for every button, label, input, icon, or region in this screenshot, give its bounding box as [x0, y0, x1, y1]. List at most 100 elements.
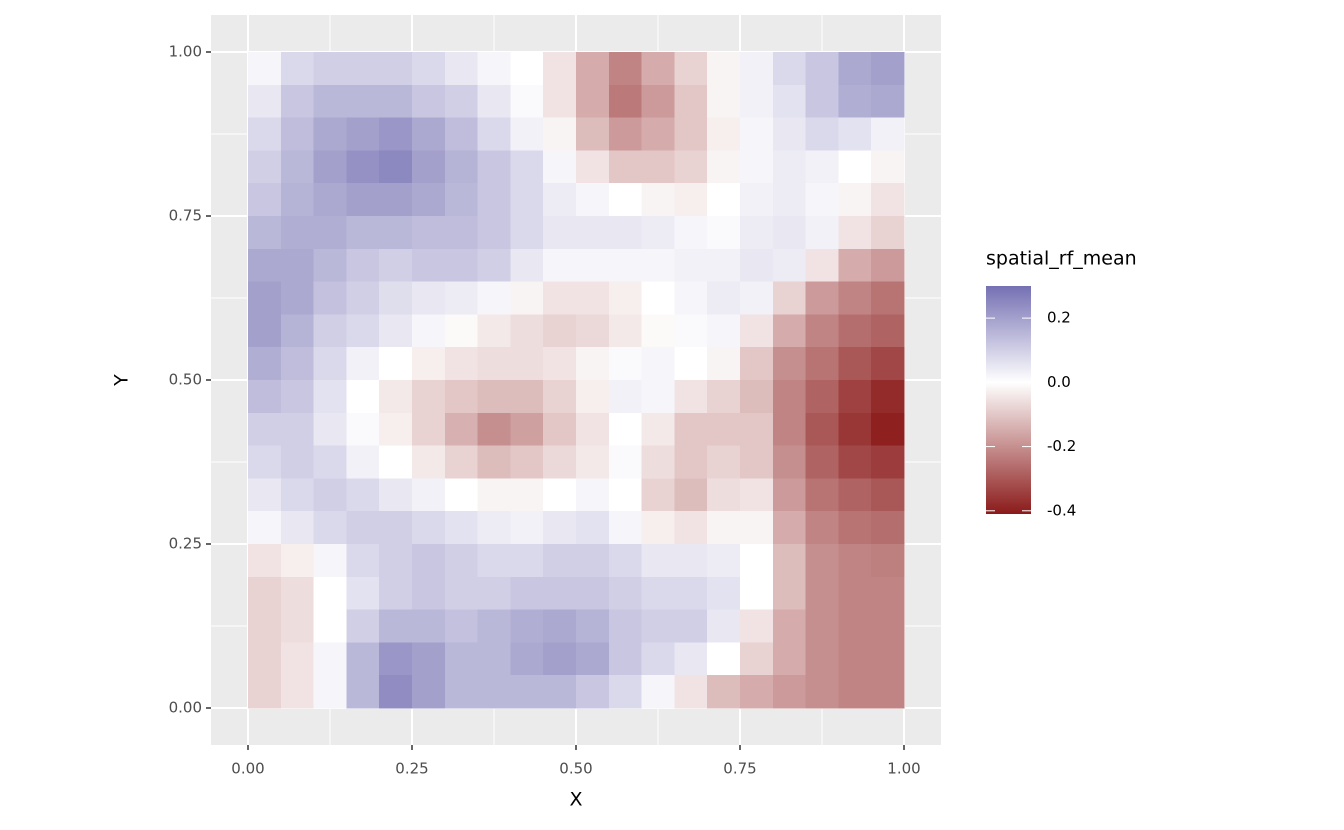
heatmap-cell [772, 84, 807, 119]
heatmap-cell [313, 150, 347, 184]
heatmap-cell [871, 445, 905, 480]
heatmap-cell [444, 675, 479, 709]
heatmap-cell [477, 412, 511, 447]
heatmap-cell [510, 511, 544, 545]
heatmap-cell [772, 609, 807, 644]
heatmap-cell [871, 609, 905, 644]
heatmap-cell [576, 478, 610, 512]
heatmap-cell [477, 314, 511, 348]
heatmap-cell [740, 281, 774, 315]
heatmap-cell [477, 478, 511, 512]
heatmap-cell [576, 544, 610, 578]
heatmap-cell [674, 183, 708, 217]
heatmap-cell [576, 183, 610, 217]
heatmap-cell [313, 347, 347, 381]
heatmap-cell [411, 215, 446, 250]
heatmap-cell [740, 675, 774, 709]
heatmap-cell [608, 576, 643, 611]
heatmap-cell [313, 511, 347, 545]
heatmap-cell [576, 281, 610, 315]
heatmap-cell [379, 347, 413, 381]
heatmap-cell [444, 544, 479, 578]
heatmap-cell [280, 380, 315, 414]
heatmap-cell [674, 347, 708, 381]
heatmap-cell [740, 445, 774, 480]
heatmap-cell [346, 675, 380, 709]
heatmap-cell [641, 281, 676, 315]
heatmap-cell [805, 445, 840, 480]
heatmap-cell [641, 380, 676, 414]
heatmap-cell [477, 445, 511, 480]
heatmap-cell [674, 642, 708, 676]
heatmap-cell [543, 609, 577, 644]
heatmap-cell [313, 609, 347, 644]
heatmap-cell [411, 642, 446, 676]
heatmap-cell [280, 117, 315, 151]
heatmap-cell [871, 117, 905, 151]
heatmap-cell [576, 314, 610, 348]
heatmap-cell [411, 511, 446, 545]
heatmap-cell [740, 314, 774, 348]
heatmap-cell [871, 642, 905, 676]
heatmap-cell [772, 117, 807, 151]
heatmap-cell [444, 248, 479, 283]
heatmap-cell [477, 248, 511, 283]
heatmap-cell [838, 248, 872, 283]
heatmap-cell [740, 51, 774, 86]
heatmap-cell [674, 150, 708, 184]
heatmap-cell [805, 84, 840, 119]
heatmap-cell [510, 445, 544, 480]
heatmap-cell [772, 380, 807, 414]
heatmap-cell [477, 576, 511, 611]
heatmap-cell [838, 544, 872, 578]
heatmap-cell [510, 576, 544, 611]
heatmap-cell [280, 412, 315, 447]
heatmap-cell [772, 642, 807, 676]
heatmap-cell [543, 84, 577, 119]
heatmap-cell [707, 314, 741, 348]
x-axis-title: X [569, 789, 582, 811]
heatmap-cell [543, 544, 577, 578]
heatmap-cell [641, 117, 676, 151]
heatmap-cell [379, 412, 413, 447]
heatmap-cell [707, 478, 741, 512]
heatmap-cell [805, 380, 840, 414]
heatmap-cell [313, 51, 347, 86]
heatmap-cell [444, 51, 479, 86]
y-axis-title: Y [111, 374, 133, 387]
heatmap-cell [608, 51, 643, 86]
heatmap-cell [313, 445, 347, 480]
heatmap-cell [772, 478, 807, 512]
heatmap-cell [379, 478, 413, 512]
heatmap-cell [247, 281, 282, 315]
heatmap-cell [576, 445, 610, 480]
heatmap-cell [871, 150, 905, 184]
heatmap-cell [838, 675, 872, 709]
heatmap-cell [608, 609, 643, 644]
heatmap-cell [608, 511, 643, 545]
heatmap-cell [510, 248, 544, 283]
heatmap-cell [346, 150, 380, 184]
heatmap-cell [641, 248, 676, 283]
heatmap-cell [838, 183, 872, 217]
heatmap-cell [379, 445, 413, 480]
heatmap-cell [346, 478, 380, 512]
heatmap-cell [543, 576, 577, 611]
heatmap-cell [346, 412, 380, 447]
heatmap-cell [411, 576, 446, 611]
heatmap-cell [707, 281, 741, 315]
heatmap-cell [641, 150, 676, 184]
heatmap-cell [247, 150, 282, 184]
heatmap-cell [280, 675, 315, 709]
heatmap-cell [379, 248, 413, 283]
heatmap-cell [871, 511, 905, 545]
heatmap-cell [477, 117, 511, 151]
heatmap-cell [444, 314, 479, 348]
heatmap-cell [313, 544, 347, 578]
heatmap-cell [313, 478, 347, 512]
y-tick-label: 0.75 [169, 206, 202, 224]
heatmap-cell [280, 183, 315, 217]
heatmap-cell [313, 281, 347, 315]
heatmap-cell [543, 511, 577, 545]
